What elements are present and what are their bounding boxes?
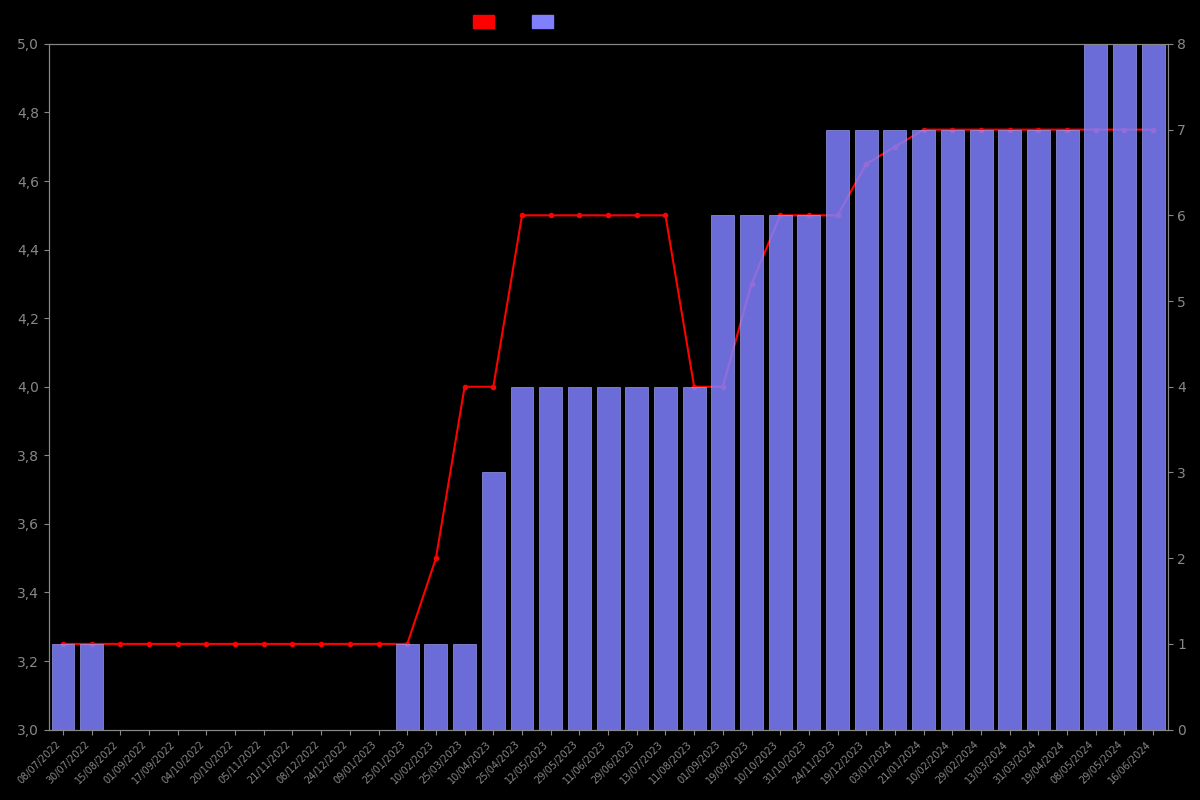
Bar (912, 130, 935, 730)
Bar (52, 644, 74, 730)
Bar (998, 130, 1021, 730)
Bar (454, 644, 476, 730)
Bar (654, 386, 677, 730)
Bar (1027, 130, 1050, 730)
Bar (482, 473, 505, 730)
Bar (625, 386, 648, 730)
Bar (941, 130, 964, 730)
Legend: , : , (467, 10, 570, 35)
Bar (596, 386, 619, 730)
Bar (425, 644, 448, 730)
Bar (683, 386, 706, 730)
Bar (883, 130, 906, 730)
Bar (1114, 44, 1136, 730)
Bar (826, 130, 850, 730)
Bar (1056, 130, 1079, 730)
Bar (1085, 44, 1108, 730)
Bar (769, 215, 792, 730)
Bar (1141, 44, 1165, 730)
Bar (798, 215, 821, 730)
Bar (80, 644, 103, 730)
Bar (396, 644, 419, 730)
Bar (854, 130, 877, 730)
Bar (568, 386, 590, 730)
Bar (970, 130, 992, 730)
Bar (712, 215, 734, 730)
Bar (740, 215, 763, 730)
Bar (510, 386, 534, 730)
Bar (539, 386, 562, 730)
